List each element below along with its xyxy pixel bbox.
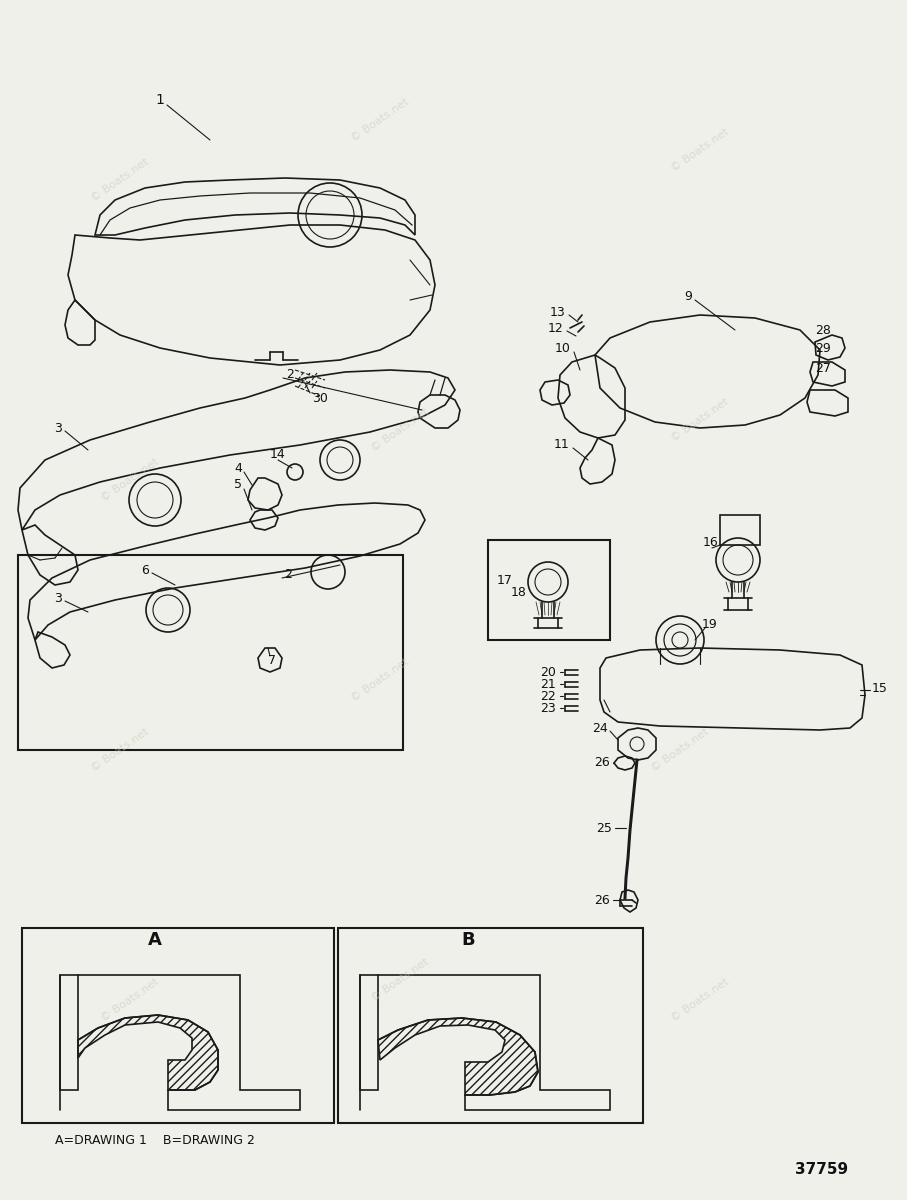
Text: 13: 13	[551, 306, 566, 318]
Text: 25: 25	[596, 822, 612, 834]
Bar	[488, 540, 610, 640]
Text: 26: 26	[594, 894, 610, 906]
Text: 9: 9	[684, 289, 692, 302]
Text: © Boats.net: © Boats.net	[100, 456, 161, 504]
Text: 21: 21	[541, 678, 556, 690]
Text: © Boats.net: © Boats.net	[89, 156, 151, 204]
Text: © Boats.net: © Boats.net	[669, 396, 731, 444]
Text: © Boats.net: © Boats.net	[89, 726, 151, 774]
Text: 24: 24	[592, 721, 608, 734]
Text: © Boats.net: © Boats.net	[669, 977, 731, 1024]
Text: © Boats.net: © Boats.net	[369, 407, 431, 454]
Text: © Boats.net: © Boats.net	[649, 726, 711, 774]
Text: 2: 2	[286, 368, 294, 382]
Text: 23: 23	[541, 702, 556, 714]
Text: 5: 5	[234, 479, 242, 492]
Text: © Boats.net: © Boats.net	[669, 126, 731, 174]
Text: 28: 28	[815, 324, 831, 336]
Text: 37759: 37759	[795, 1163, 848, 1177]
Text: 16: 16	[702, 535, 718, 548]
Text: 1: 1	[156, 92, 164, 107]
Text: 14: 14	[270, 449, 286, 462]
Text: © Boats.net: © Boats.net	[369, 956, 431, 1003]
Text: 6: 6	[141, 564, 149, 576]
Text: 18: 18	[511, 587, 527, 600]
Text: 29: 29	[815, 342, 831, 354]
Text: A=DRAWING 1    B=DRAWING 2: A=DRAWING 1 B=DRAWING 2	[55, 1134, 255, 1146]
Text: B: B	[461, 931, 474, 949]
Text: 19: 19	[702, 618, 717, 631]
Text: 3: 3	[54, 592, 62, 605]
Text: 17: 17	[497, 574, 513, 587]
Text: © Boats.net: © Boats.net	[349, 656, 411, 703]
Bar	[22, 928, 334, 1123]
Bar	[720, 515, 760, 545]
Text: 4: 4	[234, 462, 242, 474]
Text: 11: 11	[554, 438, 570, 451]
Text: 22: 22	[541, 690, 556, 702]
Text: 26: 26	[594, 756, 610, 769]
Text: 15: 15	[872, 682, 888, 695]
Text: 20: 20	[541, 666, 556, 678]
Text: 7: 7	[268, 654, 276, 666]
Text: 12: 12	[548, 322, 564, 335]
Bar	[338, 928, 643, 1123]
Text: 3: 3	[54, 421, 62, 434]
Text: © Boats.net: © Boats.net	[100, 977, 161, 1024]
Text: 10: 10	[555, 342, 571, 354]
Bar	[18, 554, 403, 750]
Text: © Boats.net: © Boats.net	[349, 96, 411, 144]
Text: 27: 27	[815, 361, 831, 374]
Text: 2: 2	[284, 569, 292, 582]
Text: 30: 30	[312, 391, 328, 404]
Text: A: A	[148, 931, 162, 949]
